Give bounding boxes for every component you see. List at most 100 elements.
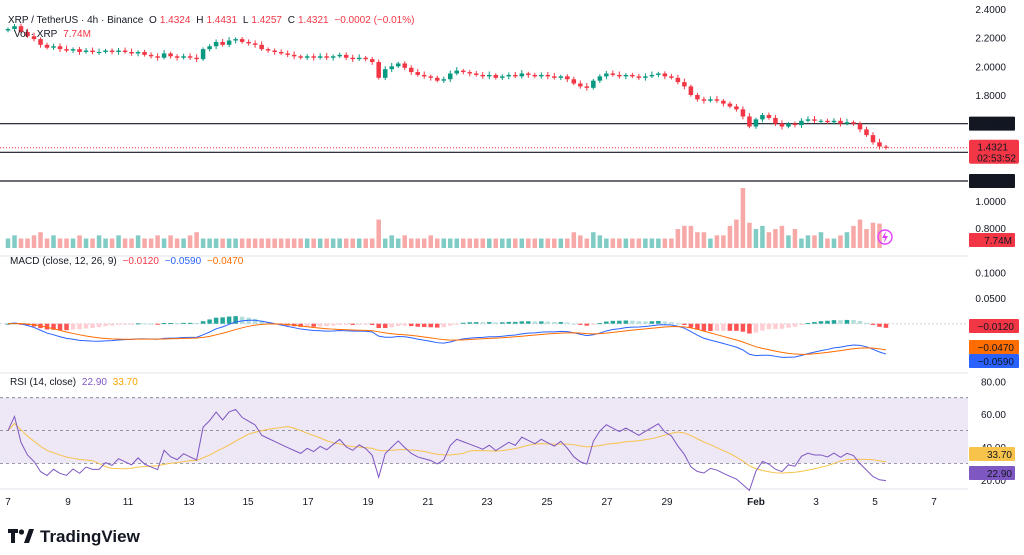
candle-body (44, 44, 50, 48)
candle-body (161, 53, 167, 58)
macd-histogram-bar (70, 323, 76, 330)
candle-body (181, 56, 186, 58)
candle-body (168, 53, 173, 57)
macd-histogram-bar (103, 323, 108, 327)
candle-body (558, 76, 564, 78)
candle-body (740, 109, 746, 117)
macd-histogram-bar (480, 322, 486, 324)
macd-histogram-bar (675, 323, 681, 325)
volume-bar (701, 232, 707, 248)
volume-bar (864, 229, 869, 248)
volume-bar (200, 238, 206, 248)
lightning-icon-bolt (882, 231, 888, 243)
macd-histogram-bar (695, 323, 700, 330)
macd-histogram-bar (565, 322, 570, 324)
rsi-label[interactable]: RSI (14, close) (10, 377, 77, 388)
candle-body (77, 49, 82, 52)
macd-histogram-bar (604, 321, 609, 324)
candle-body (96, 52, 102, 53)
candle-body (194, 57, 199, 60)
candle-body (870, 135, 876, 143)
volume-bar (584, 238, 590, 248)
volume-bar (5, 238, 11, 248)
macd-histogram-bar (135, 323, 141, 325)
volume-bar (447, 238, 453, 248)
candle-body (285, 53, 290, 55)
rsi-tag-label: 22.90 (987, 469, 1012, 480)
candle-body (18, 26, 24, 32)
volume-label[interactable]: Vol · XRP (14, 29, 58, 40)
candle-body (701, 99, 707, 101)
candle-body (864, 129, 869, 136)
macd-histogram-bar (460, 322, 466, 324)
volume-bar (617, 238, 622, 248)
volume-bar (207, 238, 212, 248)
candle-body (552, 76, 557, 78)
macd-histogram-bar (487, 322, 492, 324)
volume-bar (246, 238, 251, 248)
candle-body (51, 46, 56, 48)
macd-label[interactable]: MACD (close, 12, 26, 9) (10, 256, 117, 267)
macd-histogram-bar (799, 323, 804, 325)
candle-body (239, 39, 245, 42)
volume-bar (363, 238, 368, 248)
volume-bar (675, 229, 681, 248)
rsi-tag (969, 466, 1015, 480)
time-tick-label: Feb (747, 497, 765, 508)
volume-bar (539, 238, 544, 248)
volume-bar (116, 235, 121, 248)
candle-body (838, 120, 843, 124)
macd-histogram-bar (337, 323, 342, 325)
volume-bar (799, 238, 804, 248)
volume-bar (311, 238, 316, 248)
candle-body (122, 50, 128, 52)
volume-bar (656, 238, 661, 248)
candle-body (493, 74, 499, 78)
volume-value: 7.74M (63, 29, 91, 40)
macd-line-tag (969, 354, 1019, 368)
candle-body (90, 50, 95, 52)
volume-bar (129, 238, 134, 248)
volume-bar (252, 238, 258, 248)
volume-bar (324, 238, 329, 248)
symbol-label[interactable]: XRP / TetherUS · 4h · Binance (8, 15, 144, 26)
macd-histogram-bar (636, 321, 642, 324)
volume-bar (25, 238, 30, 248)
footer-brand[interactable]: TradingView (40, 527, 140, 546)
volume-bar (747, 222, 752, 248)
macd-histogram-bar (643, 321, 648, 324)
macd-histogram-bar (77, 323, 82, 330)
candle-body (779, 123, 785, 127)
volume-bar (57, 238, 63, 248)
macd-hist-tag-label: −0.0120 (978, 322, 1015, 333)
time-tick-label: 5 (872, 497, 878, 508)
macd-histogram-bar (330, 323, 336, 326)
time-tick-label: 21 (422, 497, 434, 508)
candle-body (460, 70, 466, 73)
macd-histogram-bar (526, 321, 531, 324)
macd-histogram-bar (200, 321, 206, 324)
candle-body (714, 99, 720, 101)
candle-body (519, 73, 525, 77)
macd-signal-tag-label: −0.0470 (978, 343, 1015, 354)
volume-bar (18, 238, 24, 248)
time-tick-label: 25 (541, 497, 553, 508)
volume-bar (643, 238, 648, 248)
volume-bar (239, 238, 245, 248)
volume-bar (350, 238, 355, 248)
macd-histogram-bar (818, 321, 824, 324)
candle-body (747, 116, 752, 127)
candle-body (532, 74, 538, 77)
volume-bar (610, 238, 616, 248)
candle-body (5, 29, 11, 31)
volume-bar (578, 235, 583, 248)
price-tick-label: 2.2000 (975, 34, 1006, 45)
candle-body (213, 41, 219, 47)
macd-line-value: −0.0590 (164, 256, 202, 267)
candle-body (447, 73, 453, 80)
candle-body (597, 76, 603, 81)
volume-bar (779, 225, 785, 248)
